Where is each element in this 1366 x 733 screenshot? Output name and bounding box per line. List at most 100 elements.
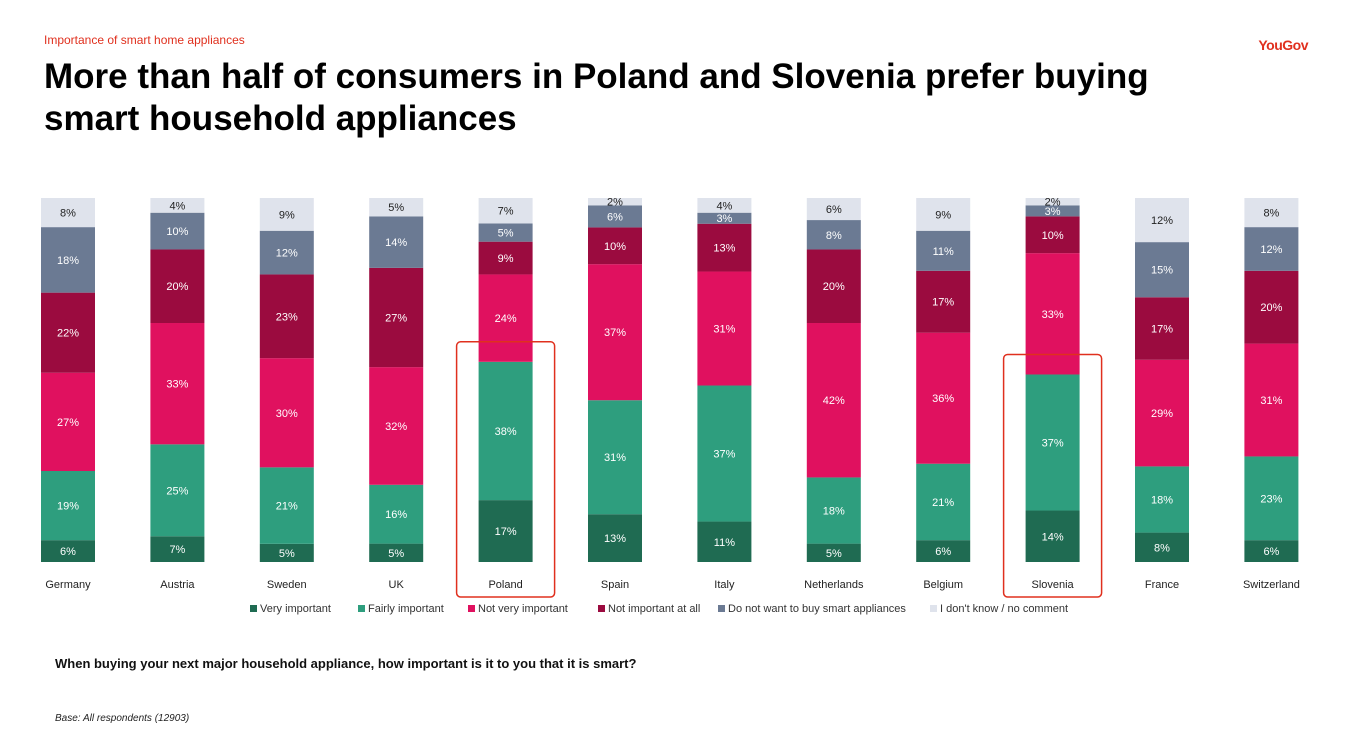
bar-segment	[806, 249, 861, 324]
bar-segment	[1244, 540, 1299, 562]
data-label: 11%	[933, 246, 954, 258]
legend-label: I don't know / no comment	[940, 603, 1068, 615]
data-label: 5%	[826, 548, 842, 560]
bar-segment	[916, 540, 971, 562]
data-label: 8%	[1154, 542, 1170, 554]
bar-segment	[150, 536, 205, 562]
bar-segment	[1244, 227, 1299, 271]
data-label: 17%	[932, 297, 954, 309]
data-label: 33%	[166, 379, 188, 391]
data-label: 23%	[1260, 493, 1282, 505]
data-label: 6%	[607, 211, 623, 223]
legend-swatch	[930, 605, 937, 612]
bar-segment	[1135, 242, 1189, 298]
legend-label: Do not want to buy smart appliances	[728, 603, 906, 615]
bar-segment	[478, 241, 533, 275]
data-label: 27%	[57, 417, 79, 429]
data-label: 31%	[713, 324, 735, 336]
stacked-bar-chart: 6% 19% 27% 22% 18% 8% Germany 7% 25% 33% 20% 10% 4% A…	[41, 197, 1300, 615]
data-label: 5%	[498, 228, 514, 240]
bar-segment	[697, 212, 752, 224]
data-label: 6%	[1263, 546, 1279, 558]
data-label: 5%	[388, 548, 404, 560]
bar-segment	[588, 205, 642, 228]
category-label: Slovenia	[1031, 579, 1074, 591]
data-label: 8%	[1263, 208, 1279, 220]
data-label: 3%	[716, 213, 732, 225]
category-label: Italy	[714, 579, 735, 591]
data-label: 12%	[1151, 215, 1173, 227]
legend-label: Not important at all	[608, 603, 700, 615]
data-label: 36%	[932, 393, 954, 405]
data-label: 22%	[57, 328, 79, 340]
yougov-logo: YouGov	[1258, 37, 1308, 53]
bar-segment	[369, 367, 424, 485]
data-label: 13%	[713, 243, 735, 255]
data-label: 14%	[1042, 531, 1064, 543]
data-label: 8%	[60, 208, 76, 220]
data-label: 27%	[385, 312, 407, 324]
data-label: 2%	[1045, 197, 1061, 209]
bar-segment	[1135, 359, 1189, 467]
data-label: 21%	[276, 501, 298, 513]
data-label: 7%	[498, 206, 514, 218]
data-label: 11%	[714, 537, 735, 549]
data-label: 4%	[169, 200, 185, 212]
bar-segment	[806, 323, 861, 478]
category-label: France	[1145, 579, 1179, 591]
bar-segment	[1135, 297, 1189, 360]
bar-segment	[806, 543, 861, 562]
kicker-text: Importance of smart home appliances	[44, 33, 245, 47]
bar-segment	[697, 198, 752, 213]
bar-segment	[916, 230, 971, 271]
bar-segment	[259, 230, 314, 275]
category-label: Austria	[160, 579, 195, 591]
data-label: 14%	[385, 237, 407, 249]
data-label: 6%	[826, 204, 842, 216]
data-label: 10%	[604, 241, 626, 253]
bar-segment	[1244, 343, 1299, 457]
data-label: 13%	[604, 533, 626, 545]
bar-segment	[1025, 510, 1080, 562]
data-label: 37%	[604, 327, 626, 339]
bar-segment	[259, 198, 314, 231]
bar-segment	[478, 198, 533, 224]
bar-segment	[588, 227, 642, 265]
bar-segment	[259, 358, 314, 468]
survey-question: When buying your next major household ap…	[55, 656, 637, 671]
bar-segment	[1025, 198, 1080, 206]
bar-segment	[806, 477, 861, 544]
highlight-box	[455, 341, 556, 598]
bar-segment	[1025, 205, 1080, 217]
data-label: 2%	[607, 197, 623, 209]
legend-label: Fairly important	[368, 603, 444, 615]
bar-segment	[916, 463, 971, 541]
data-label: 10%	[1042, 230, 1064, 242]
legend-swatch	[468, 605, 475, 612]
bar-segment	[369, 484, 424, 544]
bar-segment	[478, 500, 533, 562]
data-label: 6%	[935, 546, 951, 558]
bar-segment	[588, 400, 642, 515]
bar-segment	[259, 467, 314, 544]
category-label: Poland	[488, 579, 522, 591]
bar-segment	[150, 323, 205, 445]
bar-segment	[41, 372, 95, 471]
bar-segment	[41, 198, 95, 228]
data-label: 17%	[495, 526, 517, 538]
category-label: UK	[389, 579, 405, 591]
bar-segment	[369, 198, 424, 217]
bar-segment	[41, 540, 95, 562]
data-label: 20%	[166, 281, 188, 293]
data-label: 31%	[604, 452, 626, 464]
data-label: 4%	[716, 200, 732, 212]
highlight-box	[1002, 353, 1103, 598]
category-label: Switzerland	[1243, 579, 1300, 591]
category-label: Netherlands	[804, 579, 864, 591]
data-label: 29%	[1151, 408, 1173, 420]
bar-segment	[1025, 374, 1080, 511]
bar-segment	[150, 198, 205, 213]
bar-segment	[916, 198, 971, 231]
data-label: 30%	[276, 408, 298, 420]
